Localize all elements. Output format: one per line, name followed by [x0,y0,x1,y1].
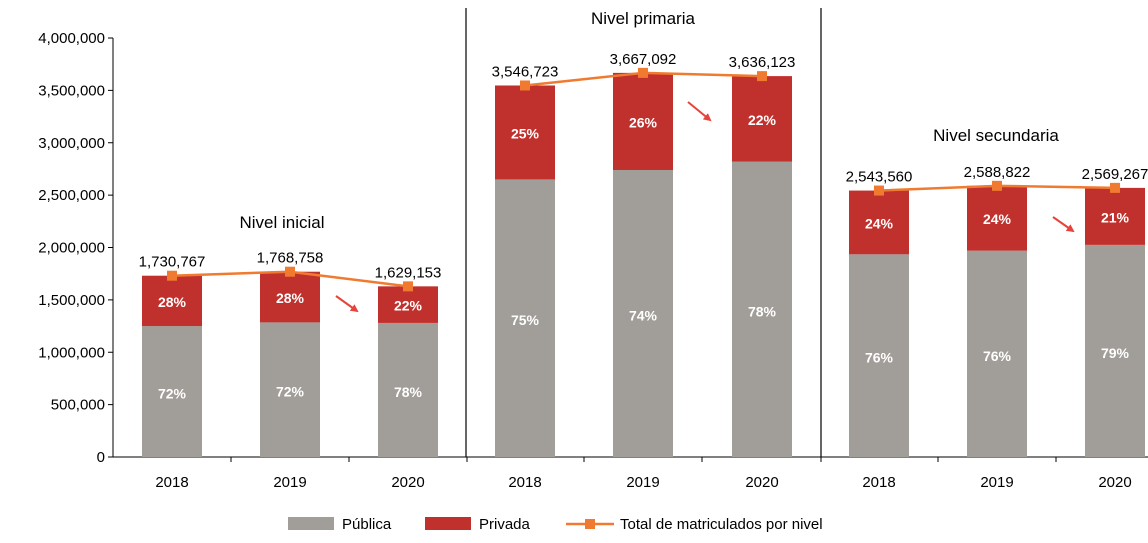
legend-label: Privada [479,516,531,533]
bar-publica [1085,244,1145,457]
bar-privada [732,76,792,162]
x-tick-label: 2019 [273,474,306,491]
panel-2: 76% 24% 2,543,560 2018 76% 24% 2,588,822 2019 79… [846,126,1148,491]
bar-privada [142,275,202,327]
label-publica-share: 75% [511,312,540,328]
bar-privada [260,271,320,323]
label-publica-share: 72% [158,386,187,402]
chart-panels: 72% 28% 1,730,767 2018 72% 28% 1,768,758 2019 78… [139,8,1148,491]
legend-swatch [425,517,471,530]
label-privada-share: 24% [983,211,1012,227]
label-privada-share: 22% [748,112,777,128]
panel-title: Nivel primaria [591,9,695,28]
total-marker [638,67,648,78]
bar-privada [495,85,555,180]
label-privada-share: 24% [865,215,894,231]
total-marker [167,270,177,281]
label-total: 2,588,822 [964,164,1031,181]
y-tick-label: 3,500,000 [38,82,105,99]
label-publica-share: 78% [394,384,423,400]
label-total: 3,667,092 [610,51,677,68]
label-total: 3,636,123 [729,54,796,71]
bar-privada [849,190,909,255]
label-total: 2,569,267 [1082,166,1148,183]
x-tick-label: 2018 [155,474,188,491]
x-tick-label: 2019 [980,474,1013,491]
y-tick-label: 1,500,000 [38,292,105,309]
label-publica-share: 76% [865,350,894,366]
label-total: 2,543,560 [846,169,913,186]
legend-swatch [288,517,334,530]
x-tick-label: 2018 [508,474,541,491]
panel-0: 72% 28% 1,730,767 2018 72% 28% 1,768,758 2019 78… [139,213,442,491]
x-tick-label: 2020 [745,474,778,491]
label-publica-share: 79% [1101,345,1130,361]
legend-label: Pública [342,516,392,533]
label-publica-share: 76% [983,348,1012,364]
decrease-arrow-icon [1052,216,1075,233]
bar-publica [967,250,1027,457]
decrease-arrow-icon [687,101,712,122]
label-publica-share: 78% [748,303,777,319]
x-tick-label: 2018 [862,474,895,491]
panel-title: Nivel inicial [239,213,324,232]
bar-publica [732,161,792,458]
bar-publica [378,322,438,457]
bar-publica [142,326,202,457]
legend-label: Total de matriculados por nivel [620,516,823,533]
bar-privada [378,286,438,323]
label-privada-share: 21% [1101,209,1130,225]
bar-publica [849,254,909,457]
label-privada-share: 25% [511,125,540,141]
legend-marker [585,519,595,529]
label-publica-share: 72% [276,384,305,400]
label-privada-share: 26% [629,114,658,130]
panel-title: Nivel secundaria [933,126,1059,145]
label-total: 3,546,723 [492,63,559,80]
label-publica-share: 74% [629,307,658,323]
y-tick-label: 0 [97,449,105,466]
panel-1: 75% 25% 3,546,723 2018 74% 26% 3,667,092 2019 78… [492,9,796,491]
total-marker [992,180,1002,191]
x-tick-label: 2019 [626,474,659,491]
bar-privada [1085,187,1145,245]
x-tick-label: 2020 [1098,474,1131,491]
bar-privada [613,72,673,170]
x-tick-label: 2020 [391,474,424,491]
label-total: 1,629,153 [375,264,442,281]
label-privada-share: 28% [158,294,187,310]
y-tick-label: 500,000 [51,397,105,414]
total-marker [874,185,884,196]
y-tick-label: 4,000,000 [38,30,105,47]
y-axis: 0 500,000 1,000,000 1,500,000 2,000,000 2,500… [38,30,1148,466]
total-marker [285,266,295,277]
y-tick-label: 2,500,000 [38,187,105,204]
bar-publica [260,322,320,457]
label-privada-share: 22% [394,298,423,314]
bar-publica [613,169,673,458]
y-tick-label: 2,000,000 [38,240,105,257]
total-marker [1110,182,1120,193]
total-marker [403,281,413,292]
decrease-arrow-icon [335,295,359,313]
bar-privada [967,185,1027,251]
y-tick-label: 3,000,000 [38,135,105,152]
label-privada-share: 28% [276,290,305,306]
bar-publica [495,179,555,457]
label-total: 1,730,767 [139,254,206,271]
y-tick-label: 1,000,000 [38,344,105,361]
label-total: 1,768,758 [257,250,324,267]
legend: Pública Privada Total de matriculados por … [288,516,823,533]
total-marker [520,80,530,91]
total-marker [757,71,767,82]
